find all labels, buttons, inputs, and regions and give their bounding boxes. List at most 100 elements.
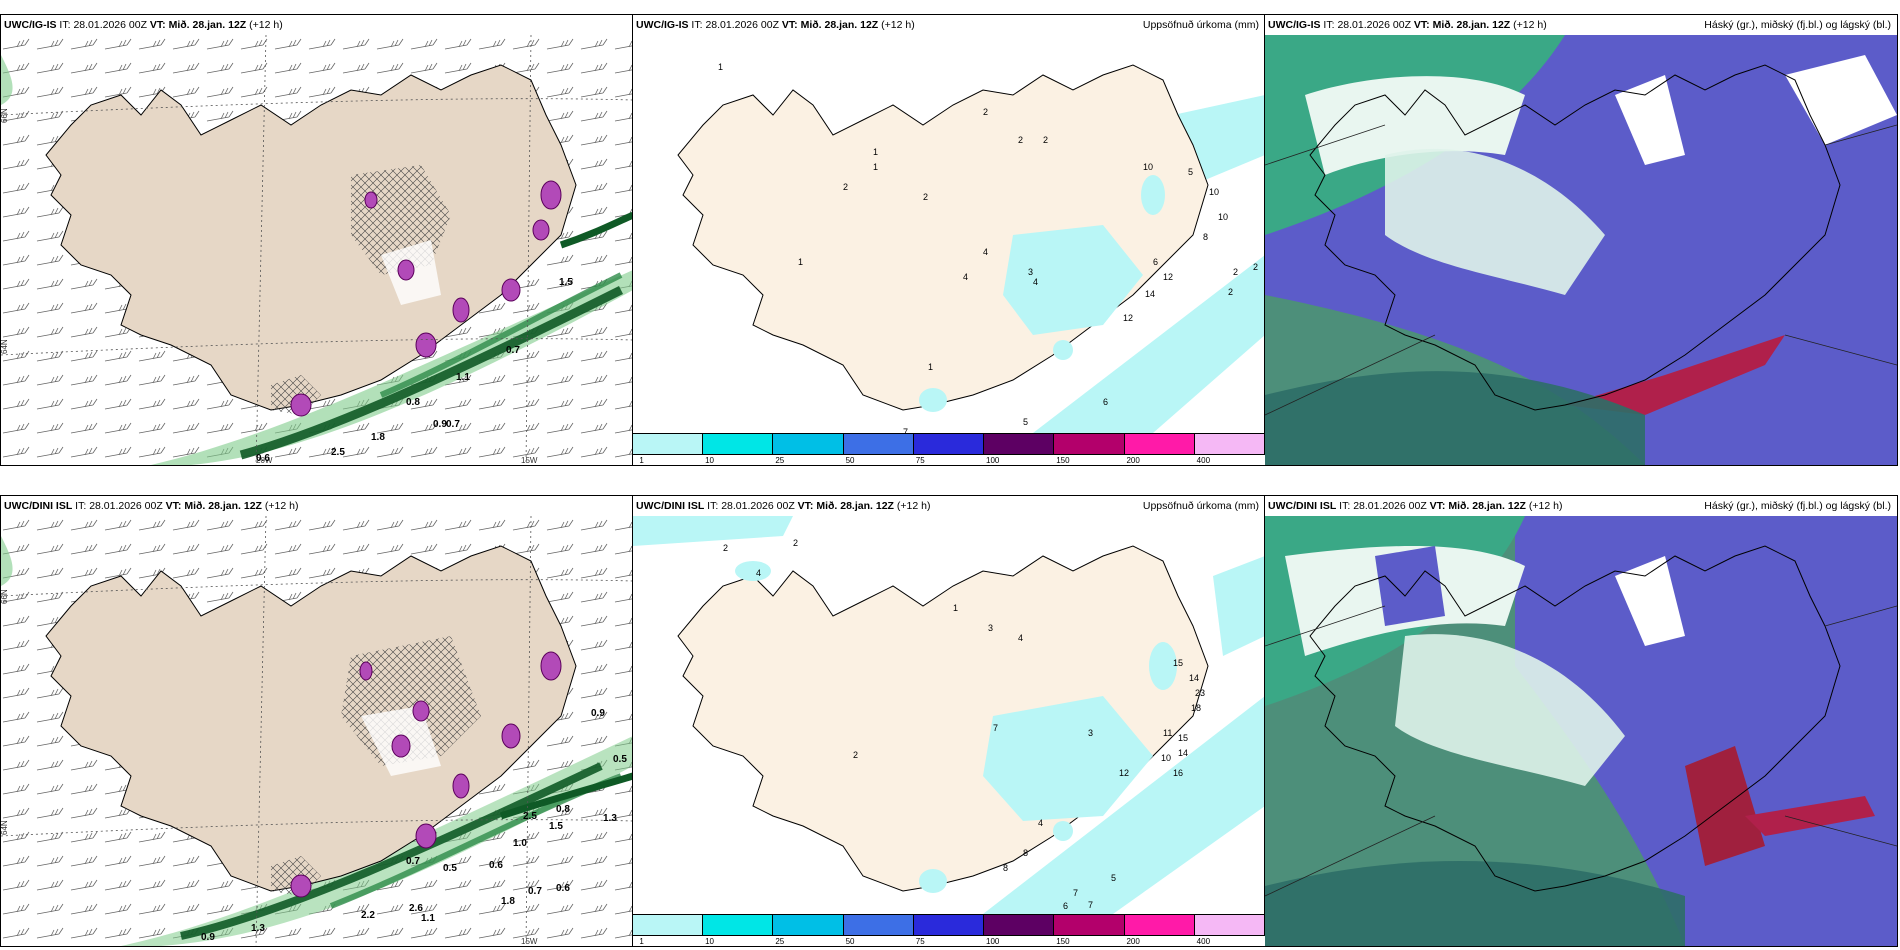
green-wind-bands [1, 536, 633, 946]
legend-tick-label: 50 [845, 456, 855, 465]
wind-label: 0.9 [201, 932, 215, 943]
precip-value-label: 2 [1018, 135, 1023, 145]
precip-cyan-areas [919, 175, 1165, 412]
legend-tick-label: 200 [1126, 937, 1140, 946]
legend-tick-label: 10 [705, 937, 715, 946]
iceland-land [45, 545, 577, 892]
precip-cyan-areas [735, 561, 1177, 893]
legend-swatch [913, 915, 985, 935]
precip-value-label: 12 [1119, 768, 1129, 778]
wind-label: 2.2 [361, 910, 375, 921]
wind-label: 1.1 [421, 913, 435, 924]
model-name: UWC/DINI ISL [4, 500, 73, 512]
legend-swatch [633, 915, 704, 935]
wind-label: 1.5 [559, 277, 573, 288]
wind-label: 0.7 [406, 856, 420, 867]
precip-value-label: 4 [1018, 633, 1023, 643]
precip-value-label: 23 [1195, 688, 1205, 698]
wind-label: 1.3 [251, 923, 265, 934]
precip-value-label: 10 [1143, 162, 1153, 172]
vt-time: Mið. 28.jan. 12Z [800, 19, 879, 31]
precip-value-label: 11 [1163, 728, 1172, 738]
grid-lines [1, 35, 633, 465]
precip-value-label: 2 [843, 182, 848, 192]
legend-tick-label: 400 [1196, 456, 1211, 465]
precip-value-label: 1 [718, 62, 723, 72]
legend-tick-label: 100 [986, 456, 1000, 465]
iceland-land [45, 64, 577, 411]
wind-label: 1.0 [513, 838, 527, 849]
panel-header: UWC/DINI ISL IT: 28.01.2026 00Z VT: Mið.… [1, 496, 633, 516]
precip-value-label: 6 [1063, 901, 1068, 911]
iceland-land [677, 64, 1209, 411]
precip-value-label: 2 [1043, 135, 1048, 145]
lead-time: (+12 h) [1513, 19, 1547, 31]
precip-value-label: 2 [853, 750, 858, 760]
precip-value-label: 3 [988, 623, 993, 633]
precip-value-label: 1 [953, 603, 958, 613]
it-label: IT: [75, 500, 87, 512]
precip-value-label: 14 [1178, 748, 1188, 758]
precip-value-label: 3 [1028, 267, 1033, 277]
lead-time: (+12 h) [249, 19, 283, 31]
wind-label: 1.1 [456, 372, 470, 383]
legend-swatch [1054, 915, 1125, 935]
precip-value-label: 1 [798, 257, 803, 267]
precip-value-label: 7 [1073, 888, 1078, 898]
precip-value-label: 1 [928, 362, 933, 372]
panel-right-title: Háský (gr.), miðský (fj.bl.) og lágský (… [1704, 19, 1891, 31]
iceland-outline [1309, 545, 1841, 892]
panel-header: UWC/IG-IS IT: 28.01.2026 00Z VT: Mið. 28… [1, 15, 633, 35]
vt-time: Mið. 28.jan. 12Z [816, 500, 894, 512]
precip-value-label: 2 [1233, 267, 1238, 277]
model-name: UWC/IG-IS [1268, 19, 1321, 31]
vt-time: Mið. 28.jan. 12Z [1432, 19, 1511, 31]
panel-right-title: Háský (gr.), miðský (fj.bl.) og lágský (… [1704, 500, 1891, 512]
precip-value-label: 5 [1188, 167, 1193, 177]
wind-label: 0.8 [406, 397, 420, 408]
precip-value-label: 4 [1033, 277, 1038, 287]
legend-tick-label: 75 [915, 456, 925, 465]
precip-legend: 1 10 25 50 75 100 150 200 400 [633, 914, 1265, 946]
lat-label-66n: 66N [1, 589, 9, 604]
legend-tick-label: 25 [775, 937, 785, 946]
wind-label: 0.9 [591, 708, 605, 719]
it-label: IT: [1323, 19, 1335, 31]
legend-swatch [984, 434, 1055, 454]
vt-label: VT: [165, 500, 182, 512]
precip-value-label: 18 [1191, 703, 1201, 713]
legend-tick-label: 100 [986, 937, 1000, 946]
wind-label: 1.3 [603, 813, 617, 824]
precip-value-label: 10 [1218, 212, 1228, 222]
legend-swatch [633, 434, 704, 454]
wind-label: 1.8 [501, 896, 515, 907]
cloud-map [1265, 35, 1897, 465]
lon-label-15w: 15W [521, 456, 538, 465]
vt-time: Mið. 28.jan. 12Z [184, 500, 262, 512]
it-label: IT: [59, 19, 71, 31]
map-panel-clouds-dini: UWC/DINI ISL IT: 28.01.2026 00Z VT: Mið.… [1264, 495, 1898, 947]
green-wind-bands [1, 55, 633, 465]
panel-header: UWC/IG-IS IT: 28.01.2026 00Z VT: Mið. 28… [633, 15, 1265, 35]
iceland-outline [1309, 64, 1841, 411]
model-name: UWC/DINI ISL [636, 500, 705, 512]
map-panel-wind-igis: UWC/IG-IS IT: 28.01.2026 00Z VT: Mið. 28… [0, 14, 634, 466]
precip-value-label: 12 [1163, 272, 1173, 282]
it-label: IT: [1339, 500, 1351, 512]
precip-value-label: 7 [993, 723, 998, 733]
precip-value-label: 16 [1173, 768, 1183, 778]
it-time: 28.01.2026 00Z [1353, 500, 1427, 512]
precip-value-label: 1 [873, 162, 878, 172]
legend-swatch [773, 434, 844, 454]
vt-time: Mið. 28.jan. 12Z [168, 19, 247, 31]
panel-header: UWC/DINI ISL IT: 28.01.2026 00Z VT: Mið.… [1265, 496, 1897, 516]
precip-magenta-cells [290, 651, 562, 898]
it-time: 28.01.2026 00Z [73, 19, 147, 31]
wind-value-labels: 0.6 2.5 1.8 0.8 1.1 0.7 1.5 0.9 0.7 [256, 277, 573, 464]
model-name: UWC/IG-IS [636, 19, 689, 31]
precip-value-label: 14 [1189, 673, 1199, 683]
vt-label: VT: [1429, 500, 1446, 512]
precip-value-label: 8 [1003, 863, 1008, 873]
precip-value-label: 7 [1088, 900, 1093, 910]
map-panel-clouds-igis: UWC/IG-IS IT: 28.01.2026 00Z VT: Mið. 28… [1264, 14, 1898, 466]
